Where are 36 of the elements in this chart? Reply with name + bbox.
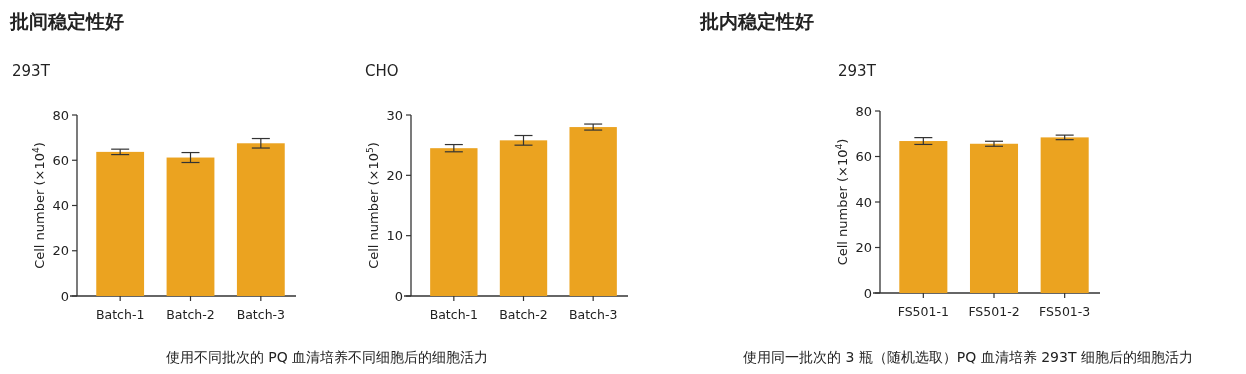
y-tick-label: 60 [52,152,69,168]
chart-title: 批内稳定性好 [699,10,814,32]
y-tick-label: 0 [60,288,69,304]
y-tick-label: 10 [386,228,403,244]
y-tick-label: 40 [855,194,872,210]
y-tick-label: 30 [386,107,403,123]
y-tick-label: 60 [855,149,872,164]
y-tick-label: 80 [855,103,872,119]
x-tick-label: Batch-3 [568,307,618,322]
x-tick-label: FS501-1 [897,304,949,319]
bar [499,140,548,296]
x-tick-label: Batch-1 [95,307,145,322]
chart-subtitle: 293T [838,62,877,80]
y-tick-label: 40 [52,198,69,213]
x-tick-label: FS501-2 [968,304,1020,319]
chart-title: 批间稳定性好 [9,10,124,32]
y-tick-label: 0 [394,288,403,304]
y-tick-label: 20 [386,167,403,183]
chart-subtitle: CHO [365,62,399,80]
y-tick-label: 20 [855,240,872,255]
bar [166,157,215,296]
bar [569,127,617,296]
y-tick-label: 0 [863,285,872,301]
text: 使用不同批次的 PQ 血清培养不同细胞后的细胞活力 [165,349,489,365]
text: 使用同一批次的 3 瓶（随机选取）PQ 血清培养 293T 细胞后的细胞活力 [743,349,1193,365]
x-tick-label: Batch-3 [236,307,286,322]
x-tick-label: Batch-2 [166,307,215,322]
bar [96,151,145,296]
x-tick-label: Batch-1 [429,307,479,322]
y-tick-label: 20 [52,243,69,259]
chart-subtitle: 293T [12,62,51,80]
y-tick-label: 80 [52,107,69,123]
x-tick-label: FS501-3 [1039,304,1091,319]
bar [430,148,478,296]
bar [236,143,285,296]
x-tick-label: Batch-2 [499,307,548,322]
